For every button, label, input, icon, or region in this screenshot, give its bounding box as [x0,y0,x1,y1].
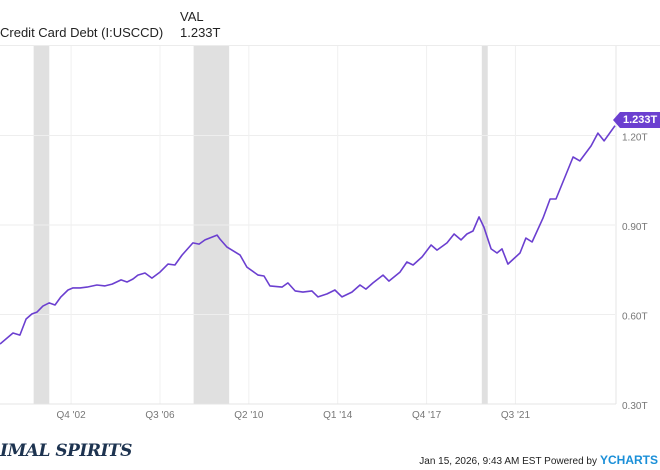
column-header-val: VAL [180,9,204,24]
x-tick-label: Q4 '02 [57,410,87,421]
y-tick-label: 1.20T [622,133,648,144]
x-tick-label: Q4 '17 [412,410,442,421]
animal-spirits-logo: IMAL SPIRITS [0,441,132,461]
y-tick-label: 0.30T [622,401,648,412]
header-divider [0,45,660,46]
x-tick-label: Q3 '21 [501,410,531,421]
legend-series-name[interactable]: Credit Card Debt (I:USCCD) [0,25,164,40]
series-line-credit-card-debt [0,125,616,345]
footer-timestamp: Jan 15, 2026, 9:43 AM EST Powered by YCHA… [419,453,658,467]
y-tick-label: 0.60T [622,312,648,323]
x-tick-label: Q2 '10 [234,410,264,421]
legend-series-value: 1.233T [180,25,221,40]
ycharts-brand[interactable]: YCHARTS [599,453,658,467]
last-value-badge: 1.233T [612,112,660,128]
x-tick-label: Q3 '06 [145,410,175,421]
timestamp-text: Jan 15, 2026, 9:43 AM EST Powered by [419,456,597,467]
line-chart: 0.30T 0.60T 0.90T 1.20T Q4 '02 Q3 '06 Q2 '10 Q1… [0,46,648,421]
y-tick-label: 0.90T [622,222,648,233]
x-tick-label: Q1 '14 [323,410,353,421]
